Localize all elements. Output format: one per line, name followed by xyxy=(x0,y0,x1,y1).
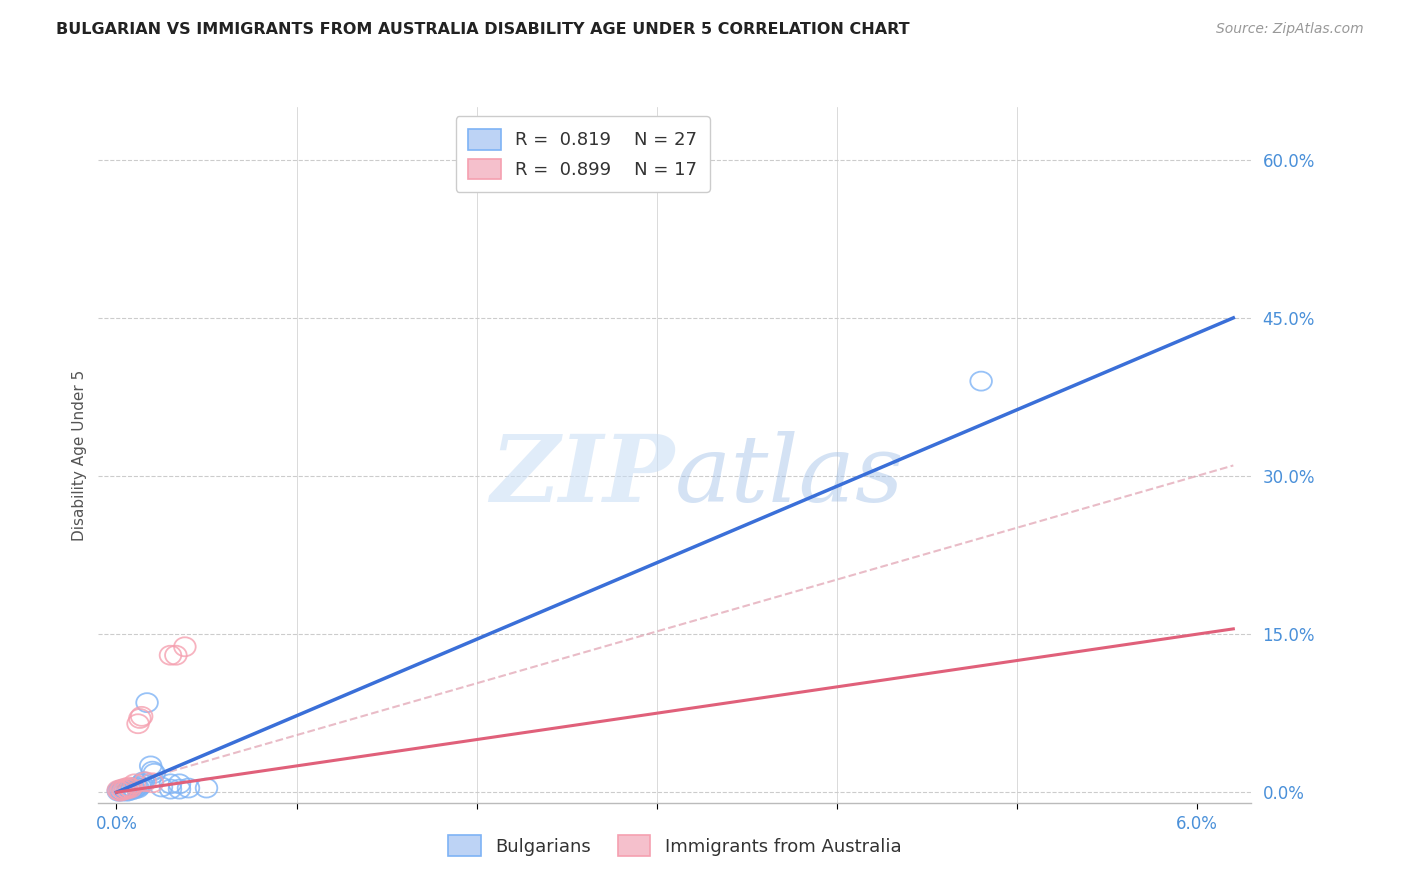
Text: Source: ZipAtlas.com: Source: ZipAtlas.com xyxy=(1216,22,1364,37)
Text: BULGARIAN VS IMMIGRANTS FROM AUSTRALIA DISABILITY AGE UNDER 5 CORRELATION CHART: BULGARIAN VS IMMIGRANTS FROM AUSTRALIA D… xyxy=(56,22,910,37)
Text: atlas: atlas xyxy=(675,431,904,521)
Text: ZIP: ZIP xyxy=(491,431,675,521)
Legend: Bulgarians, Immigrants from Australia: Bulgarians, Immigrants from Australia xyxy=(441,828,908,863)
Y-axis label: Disability Age Under 5: Disability Age Under 5 xyxy=(72,369,87,541)
